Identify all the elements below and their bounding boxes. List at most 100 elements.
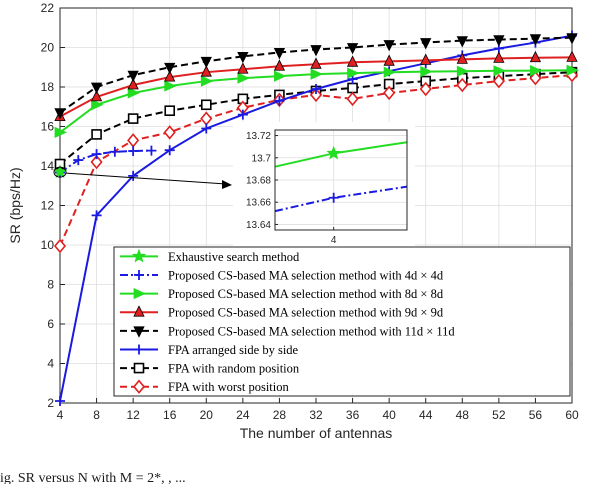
data-point-marker [420, 53, 432, 65]
data-point-marker [529, 34, 542, 46]
data-point-marker [493, 35, 505, 47]
legend-label: Proposed CS-based MA selection method wi… [168, 306, 444, 320]
data-point-marker [200, 99, 212, 111]
data-point-marker [164, 80, 177, 92]
data-point-marker [456, 65, 470, 77]
data-point-marker [163, 125, 176, 140]
data-point-marker [310, 57, 322, 69]
data-point-marker [91, 129, 102, 140]
data-point-marker [164, 105, 176, 116]
data-point-marker [237, 72, 250, 84]
legend-entry: FPA arranged side by side [120, 343, 299, 357]
legend-label: Proposed CS-based MA selection method wi… [168, 324, 455, 338]
data-point-marker [529, 50, 542, 63]
y-tick-label: 22 [41, 1, 55, 15]
inset-y-tick-label: 13.7 [252, 153, 272, 164]
data-point-marker [346, 43, 359, 55]
data-point-marker [134, 269, 144, 280]
zoom-circle [53, 166, 67, 178]
series-2 [54, 64, 579, 139]
data-point-marker [128, 145, 139, 156]
x-tick-label: 12 [126, 408, 140, 422]
data-point-marker [90, 89, 103, 102]
data-point-marker [54, 108, 66, 120]
zoom-indicator [53, 166, 232, 189]
x-tick-label: 16 [163, 408, 177, 422]
data-point-marker [493, 51, 505, 63]
data-point-marker [383, 85, 396, 101]
x-tick-label: 56 [529, 408, 543, 422]
y-tick-label: 10 [41, 238, 55, 252]
data-point-marker [164, 145, 175, 156]
data-point-marker [310, 45, 322, 57]
data-point-marker [456, 52, 468, 64]
data-point-marker [311, 83, 321, 94]
legend-box [113, 246, 571, 397]
data-point-marker [326, 145, 341, 160]
x-tick-label: 24 [236, 408, 250, 422]
data-point-marker [419, 81, 432, 97]
data-point-marker [456, 77, 469, 93]
data-point-marker [420, 65, 433, 78]
legend-entry: Proposed CS-based MA selection method wi… [120, 268, 444, 282]
legend-label: Proposed CS-based MA selection method wi… [168, 268, 444, 282]
data-point-marker [566, 50, 578, 62]
data-point-marker [164, 62, 176, 75]
x-tick-label: 60 [565, 408, 579, 422]
legend-entry: Exhaustive search method [120, 248, 300, 264]
y-axis-label: SR (bps/Hz) [7, 167, 23, 243]
legend-entry: Proposed CS-based MA selection method wi… [120, 305, 444, 320]
x-tick-label: 40 [382, 408, 396, 422]
data-point-marker [273, 59, 286, 71]
data-point-marker [566, 33, 578, 45]
data-point-marker [127, 87, 141, 99]
data-point-marker [132, 379, 146, 394]
legend-label: FPA with worst position [168, 380, 290, 394]
data-point-marker [133, 326, 145, 338]
y-tick-label: 2 [47, 396, 54, 410]
x-tick-label: 20 [200, 408, 214, 422]
y-tick-label: 20 [41, 41, 55, 55]
data-point-marker [200, 56, 212, 69]
data-point-marker [90, 154, 103, 170]
data-point-marker [328, 192, 339, 203]
legend-label: FPA with random position [168, 362, 300, 376]
data-point-marker [73, 155, 84, 166]
data-point-marker [91, 149, 102, 160]
legend-entry: FPA with random position [120, 362, 300, 376]
data-point-marker [127, 113, 139, 124]
inset-series-1 [274, 185, 408, 213]
x-tick-label: 36 [346, 408, 360, 422]
series-3 [54, 50, 578, 122]
series-4 [54, 33, 578, 120]
data-point-marker [52, 164, 68, 179]
legend-entry: FPA with worst position [120, 379, 290, 394]
data-point-marker [133, 362, 145, 374]
data-point-marker [133, 287, 146, 300]
data-point-marker [53, 238, 67, 254]
data-point-marker [420, 38, 432, 50]
data-point-marker [309, 87, 323, 103]
legend-label: Exhaustive search method [168, 250, 300, 264]
y-tick-label: 8 [47, 278, 54, 292]
data-point-marker [383, 40, 395, 52]
data-point-marker [90, 82, 103, 94]
data-point-marker [529, 70, 542, 86]
zoom-arrow-head [222, 180, 232, 189]
zoom-arrow-line [65, 172, 227, 185]
x-tick-label: 52 [492, 408, 506, 422]
y-tick-label: 6 [47, 317, 54, 331]
data-point-marker [134, 344, 144, 355]
data-point-marker [91, 99, 104, 111]
data-point-marker [164, 70, 176, 82]
legend-entry: Proposed CS-based MA selection method wi… [120, 287, 444, 301]
x-tick-label: 32 [309, 408, 323, 422]
data-point-marker [383, 54, 395, 66]
data-point-marker [456, 36, 468, 48]
inset-series-0 [274, 141, 408, 168]
data-point-marker [237, 109, 248, 120]
data-point-marker [133, 305, 145, 317]
y-axis-ticks: 2 4 6 8 10 12 14 16 18 20 22 [41, 1, 65, 410]
series-7 [53, 67, 579, 254]
